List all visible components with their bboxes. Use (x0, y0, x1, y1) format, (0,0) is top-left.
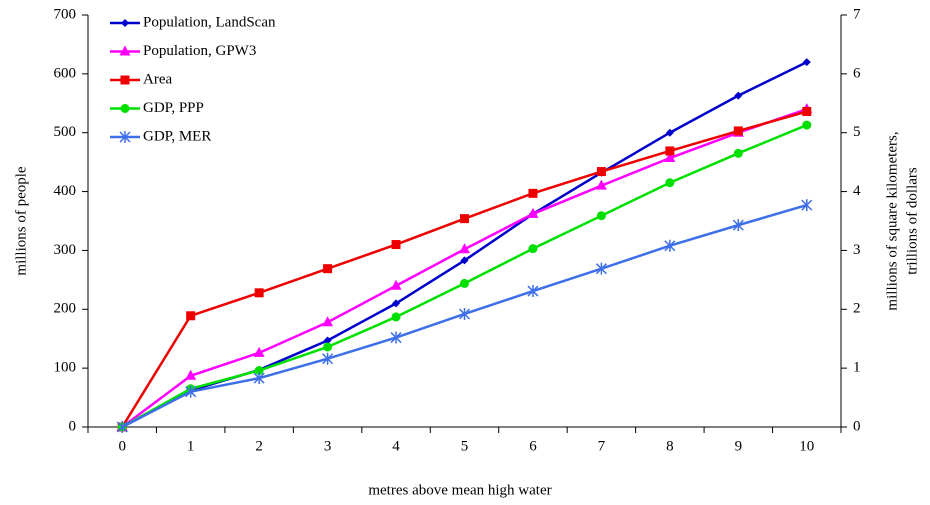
data-point (391, 312, 401, 322)
legend-label: Area (143, 71, 172, 87)
data-point (595, 179, 607, 190)
data-point (733, 148, 743, 158)
x-tick-label: 3 (324, 438, 332, 454)
y2-tick-label: 4 (853, 183, 861, 199)
data-point (527, 207, 539, 218)
data-point (323, 336, 332, 345)
data-point (390, 331, 402, 344)
y2-tick-label: 7 (853, 6, 861, 22)
data-point (460, 256, 469, 265)
data-point (665, 146, 675, 156)
data-point (801, 199, 813, 212)
legend-label: Population, LandScan (143, 14, 276, 30)
data-point (528, 188, 538, 198)
legend-marker (121, 19, 129, 27)
data-point (802, 107, 812, 117)
legend-marker (120, 75, 130, 85)
data-point (392, 299, 401, 308)
data-point (732, 219, 744, 232)
data-point (391, 240, 401, 250)
y2-axis-label: millions of square kilometers, (884, 131, 900, 310)
legend-label: Population, GPW3 (143, 43, 256, 59)
data-point (802, 120, 812, 130)
legend-label: GDP, MER (143, 128, 211, 144)
data-point (186, 311, 196, 321)
y-tick-label: 700 (54, 6, 77, 22)
legend-marker (119, 131, 131, 143)
y2-tick-label: 5 (853, 124, 861, 140)
x-axis-label: metres above mean high water (368, 482, 551, 498)
data-point (665, 128, 674, 137)
data-point (596, 167, 606, 177)
y-axis-label: millions of people (13, 166, 29, 275)
data-point (595, 262, 607, 275)
x-tick-label: 1 (187, 438, 195, 454)
series-line (121, 123, 808, 429)
x-tick-label: 2 (255, 438, 263, 454)
data-point (254, 365, 264, 375)
data-point (596, 211, 606, 221)
y-tick-label: 400 (54, 183, 77, 199)
legend-label: GDP, PPP (143, 100, 204, 116)
data-point (664, 239, 676, 252)
y2-tick-label: 1 (853, 360, 861, 376)
data-point (460, 214, 469, 224)
data-point (390, 279, 402, 290)
data-point (734, 91, 743, 100)
x-tick-label: 9 (735, 438, 743, 454)
y2-axis-label: trillions of dollars (904, 167, 920, 275)
legend-marker (119, 45, 131, 56)
y2-tick-label: 0 (853, 418, 861, 434)
y-tick-label: 300 (54, 242, 77, 258)
data-point (733, 126, 743, 136)
data-point (458, 307, 471, 320)
y2-tick-label: 3 (853, 242, 861, 258)
x-tick-label: 10 (799, 438, 814, 454)
data-point (665, 178, 675, 188)
data-point (322, 316, 334, 327)
data-point (185, 385, 197, 398)
x-tick-label: 4 (392, 438, 400, 454)
y2-tick-label: 6 (853, 65, 861, 81)
x-tick-label: 6 (529, 438, 537, 454)
y-tick-label: 100 (54, 360, 77, 376)
x-tick-label: 0 (118, 438, 126, 454)
data-point (664, 152, 676, 163)
y2-tick-label: 2 (853, 301, 861, 317)
data-point (254, 288, 264, 298)
x-tick-label: 8 (666, 438, 674, 454)
data-point (253, 346, 265, 357)
y-tick-label: 200 (54, 301, 77, 317)
data-point (459, 243, 470, 254)
data-point (322, 352, 334, 365)
x-tick-label: 5 (461, 438, 469, 454)
data-point (323, 264, 333, 274)
x-tick-label: 7 (598, 438, 606, 454)
y-tick-label: 500 (54, 124, 77, 140)
data-point (802, 58, 811, 67)
data-point (253, 372, 265, 385)
y-tick-label: 0 (69, 418, 77, 434)
data-point (323, 342, 333, 352)
y-tick-label: 600 (54, 65, 77, 81)
data-point (528, 244, 538, 254)
data-point (527, 285, 539, 298)
data-point (460, 278, 469, 288)
data-point (185, 369, 197, 380)
legend-marker (120, 104, 130, 113)
data-point (116, 421, 128, 433)
